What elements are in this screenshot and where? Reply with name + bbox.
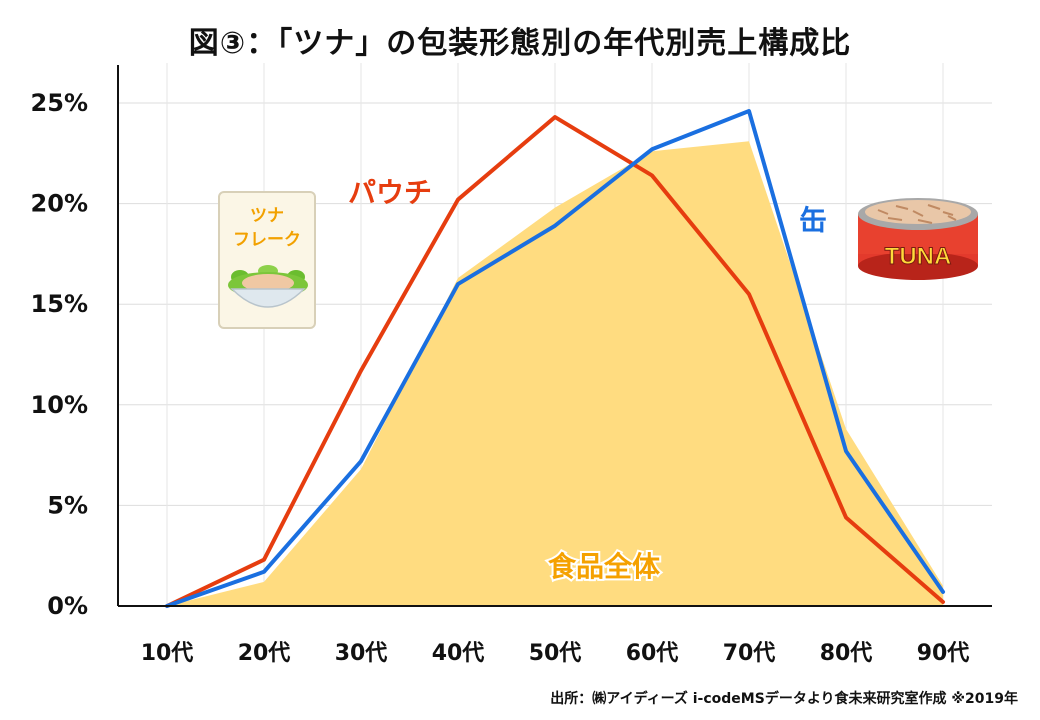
y-tick-label: 15%: [31, 290, 88, 318]
y-tick-label: 0%: [47, 592, 88, 620]
tuna-flake-card: ツナ フレーク: [218, 191, 316, 329]
line-series-pouch: [165, 115, 945, 608]
x-tick-label: 20代: [238, 641, 291, 666]
x-tick-label: 90代: [917, 641, 970, 666]
card-line-1: ツナ: [250, 206, 284, 226]
source-note: 出所：㈱アイディーズ i-codeMSデータより食未来研究室作成 ※2019年: [550, 691, 1018, 707]
y-tick-label: 20%: [31, 190, 88, 218]
x-tick-label: 30代: [335, 641, 388, 666]
x-tick-label: 60代: [626, 641, 679, 666]
axes: [117, 65, 992, 607]
series-label: パウチ: [348, 176, 432, 209]
line-series-layer: [165, 109, 945, 608]
series-label: 食品全体: [548, 550, 661, 583]
area-series-total: [167, 141, 943, 606]
y-tick-labels: 0% 5% 10% 15% 20% 25%: [31, 89, 88, 620]
x-tick-label: 40代: [432, 641, 485, 666]
x-tick-label: 50代: [529, 641, 582, 666]
chart-title: 図③：「ツナ」の包装形態別の年代別売上構成比: [188, 26, 852, 61]
line-series-can: [165, 109, 945, 608]
x-tick-labels: 10代 20代 30代 40代 50代 60代 70代 80代 90代: [141, 641, 970, 666]
area-series-layer: [167, 141, 943, 606]
y-tick-label: 5%: [47, 491, 88, 519]
tuna-can-icon: TUNA: [858, 198, 978, 280]
y-tick-label: 10%: [31, 391, 88, 419]
y-tick-label: 25%: [31, 89, 88, 117]
card-line-2: フレーク: [233, 230, 301, 250]
x-tick-label: 80代: [820, 641, 873, 666]
series-label: 缶: [799, 204, 827, 237]
can-label: TUNA: [885, 243, 952, 270]
x-tick-label: 70代: [723, 641, 776, 666]
x-tick-label: 10代: [141, 641, 194, 666]
salad-bowl-icon: [228, 265, 308, 308]
